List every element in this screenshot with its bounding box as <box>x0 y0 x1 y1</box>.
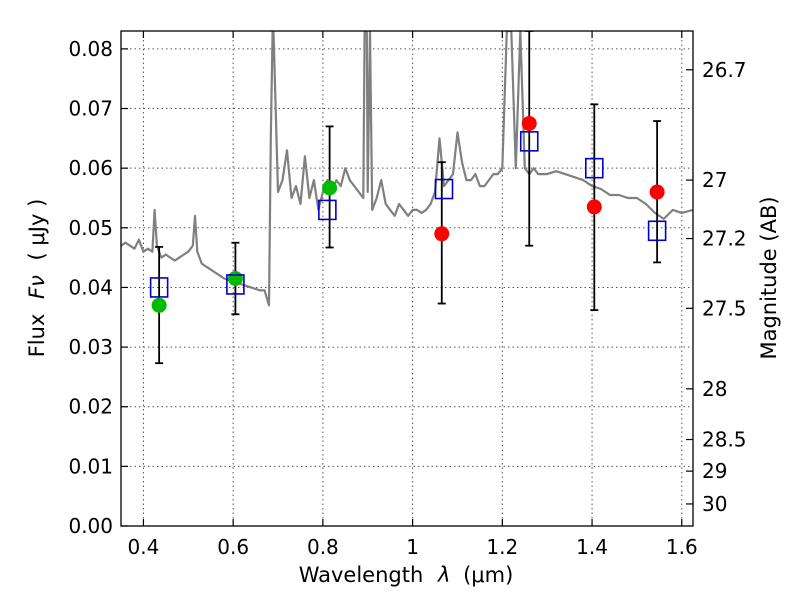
model-square <box>585 157 604 179</box>
y-axis-label-text: Flux <box>25 314 49 358</box>
plot-frame <box>120 30 694 527</box>
right-tick-label: 30 <box>702 492 727 516</box>
y-tick-label: 0.02 <box>68 395 113 419</box>
data-point <box>227 271 243 286</box>
x-axis-label-symbol: λ <box>437 563 450 587</box>
x-axis-label-text: Wavelength <box>299 563 424 587</box>
x-axis-label-unit: (μm) <box>463 563 513 587</box>
model-square <box>519 131 539 152</box>
model-square <box>434 178 454 200</box>
data-point <box>151 297 167 313</box>
model-square <box>226 274 245 295</box>
right-axis-label: Magnitude (AB) <box>757 196 781 359</box>
model-square <box>318 199 337 221</box>
grid-layer <box>121 31 693 527</box>
right-tick-label: 29 <box>702 459 727 483</box>
data-point <box>322 180 338 196</box>
y-tick-label: 0.06 <box>68 156 113 180</box>
data-layer <box>121 31 693 365</box>
right-tick-label: 27 <box>702 168 727 192</box>
right-tick-label: 28 <box>702 377 727 401</box>
model-square <box>149 277 169 298</box>
data-point <box>649 184 665 200</box>
y-tick-label: 0.07 <box>68 97 113 121</box>
y-tick-label: 0.08 <box>68 37 113 61</box>
x-tick-label: 1.2 <box>486 535 518 559</box>
x-tick-label: 1 <box>406 535 419 559</box>
y-axis-label: Flux Fν ( μJy ) <box>25 199 49 358</box>
tick-layer: 0.4 0.6 0.8 1 1.2 1.4 1.6 0.00 0.01 0.02 0.03 0.04 0… <box>68 31 747 559</box>
data-point <box>434 226 450 242</box>
y-tick-label: 0.01 <box>68 454 113 478</box>
x-tick-label: 1.6 <box>666 535 698 559</box>
x-tick-label: 0.4 <box>128 535 160 559</box>
right-tick-label: 27.2 <box>702 227 747 251</box>
x-axis-label: Wavelength λ (μm) <box>299 563 514 587</box>
x-tick-label: 0.6 <box>217 535 249 559</box>
right-tick-label: 26.7 <box>702 58 747 82</box>
right-tick-label: 28.5 <box>702 428 747 452</box>
data-point <box>521 115 537 131</box>
y-tick-label: 0.00 <box>68 514 113 538</box>
y-tick-label: 0.03 <box>68 335 113 359</box>
right-tick-label: 27.5 <box>702 296 747 320</box>
x-tick-label: 0.8 <box>307 535 339 559</box>
model-square <box>647 220 667 242</box>
data-point <box>586 199 602 215</box>
y-axis-label-symbol: Fν <box>25 275 49 299</box>
y-axis-label-unit: ( μJy ) <box>25 199 49 261</box>
y-tick-label: 0.05 <box>68 216 113 240</box>
y-tick-label: 0.04 <box>68 275 113 299</box>
x-tick-label: 1.4 <box>576 535 608 559</box>
